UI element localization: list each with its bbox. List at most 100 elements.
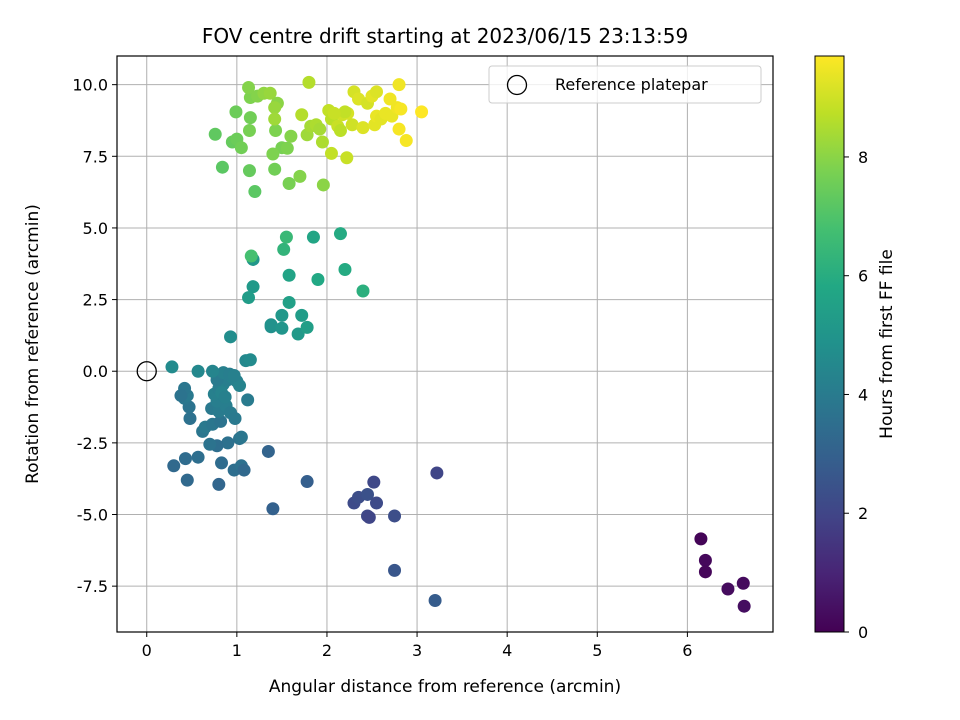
data-point [268, 112, 282, 126]
data-point [399, 134, 413, 148]
data-point [183, 412, 197, 426]
data-point [269, 124, 283, 138]
x-tick-label: 3 [412, 641, 422, 660]
data-point [313, 122, 327, 136]
data-point [333, 124, 347, 138]
x-tick-label: 4 [502, 641, 512, 660]
colorbar-tick-label: 2 [858, 504, 868, 523]
data-point [218, 390, 232, 404]
data-points [165, 75, 751, 613]
data-point [243, 353, 257, 367]
data-point [415, 105, 429, 119]
data-point [737, 599, 751, 613]
data-point [208, 127, 222, 141]
x-tick-label: 6 [682, 641, 692, 660]
data-point [248, 185, 262, 199]
data-point [234, 141, 248, 155]
data-point [191, 364, 205, 378]
y-tick-label: 0.0 [83, 362, 108, 381]
data-point [215, 456, 229, 470]
data-point [698, 565, 712, 579]
x-tick-label: 2 [322, 641, 332, 660]
data-point [212, 477, 226, 491]
data-point [333, 227, 347, 241]
data-point [324, 146, 338, 160]
data-point [174, 389, 188, 403]
y-tick-label: 10.0 [72, 76, 108, 95]
data-point [224, 330, 238, 344]
y-tick-label: -7.5 [77, 577, 108, 596]
colorbar-tick-label: 6 [858, 267, 868, 286]
data-point [229, 105, 243, 119]
colorbar-tick-label: 4 [858, 385, 868, 404]
data-point [243, 111, 257, 125]
x-tick-label: 0 [142, 641, 152, 660]
data-point [234, 430, 248, 444]
data-point [736, 576, 750, 590]
reference-marker-group [136, 361, 157, 382]
data-point [284, 129, 298, 143]
y-tick-label: -2.5 [77, 434, 108, 453]
data-point [280, 141, 294, 155]
data-point [227, 369, 241, 383]
colorbar-tick-label: 0 [858, 623, 868, 642]
data-point [338, 105, 352, 119]
legend-box [488, 65, 762, 104]
data-point [180, 473, 194, 487]
data-point [246, 280, 260, 294]
x-tick-label: 5 [592, 641, 602, 660]
data-point [430, 466, 444, 480]
colorbar [814, 55, 845, 633]
data-point [315, 135, 329, 149]
data-point [362, 510, 376, 524]
data-point [394, 102, 408, 116]
data-point [264, 318, 278, 332]
data-point [300, 475, 314, 489]
data-point [383, 92, 397, 106]
data-point [244, 249, 258, 263]
data-point [295, 308, 309, 322]
data-point [388, 509, 402, 523]
data-point [233, 379, 247, 393]
data-point [277, 242, 291, 256]
data-point [311, 273, 325, 287]
legend-label-reference: Reference platepar [555, 75, 708, 94]
data-point [338, 262, 352, 276]
data-point [242, 124, 256, 138]
data-point [361, 487, 375, 501]
reference-marker [136, 361, 157, 382]
data-point [268, 101, 282, 115]
chart-title: FOV centre drift starting at 2023/06/15 … [202, 24, 688, 48]
data-point [356, 121, 370, 135]
y-tick-label: 7.5 [83, 147, 108, 166]
data-point [282, 268, 296, 282]
data-point [221, 436, 235, 450]
y-tick-label: -5.0 [77, 506, 108, 525]
data-point [370, 496, 384, 510]
y-tick-label: 5.0 [83, 219, 108, 238]
data-point [306, 230, 320, 244]
colorbar-tick-label: 8 [858, 148, 868, 167]
data-point [295, 108, 309, 122]
data-point [291, 327, 305, 341]
data-point [388, 563, 402, 577]
data-point [203, 437, 217, 451]
data-point [191, 450, 205, 464]
data-point [275, 308, 289, 322]
data-point [356, 284, 370, 298]
data-point [327, 106, 341, 120]
data-point [293, 169, 307, 183]
legend: Reference platepar [488, 65, 762, 104]
data-point [275, 321, 289, 335]
x-tick-label: 1 [232, 641, 242, 660]
y-axis-ticks: -7.5 -5.0 -2.5 0.0 2.5 5.0 7.5 10.0 [72, 76, 117, 596]
plot-frame [116, 55, 774, 633]
data-point [428, 593, 442, 607]
data-point [392, 122, 406, 136]
data-point [266, 147, 280, 161]
data-point [698, 553, 712, 567]
data-point [316, 178, 330, 192]
data-point [392, 78, 406, 92]
